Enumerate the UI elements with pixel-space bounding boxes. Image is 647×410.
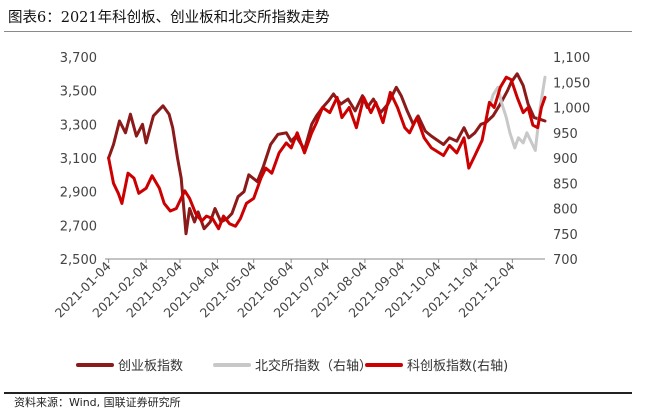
y-right-tick-label: 950 <box>553 127 578 142</box>
series-line-1 <box>107 72 547 236</box>
y-left-tick-label: 2,700 <box>60 219 97 234</box>
source-note: 资料来源：Wind, 国联证券研究所 <box>14 396 181 409</box>
y-right-tick-label: 1,050 <box>553 76 590 91</box>
y-left-tick-label: 2,500 <box>60 253 97 268</box>
legend-label-1: 创业板指数 <box>118 359 183 374</box>
title-rule <box>4 31 632 32</box>
y-right-tick-label: 850 <box>553 177 578 192</box>
y-right-tick-label: 900 <box>553 152 578 167</box>
legend-label-2: 北交所指数（右轴） <box>255 358 372 374</box>
y-left-tick-label: 3,300 <box>60 118 97 133</box>
chart-axes: 2,500 2,700 2,900 3,100 3,300 3,500 3,700 700 75… <box>52 51 590 320</box>
line-chart: 2,500 2,700 2,900 3,100 3,300 3,500 3,700 700 75… <box>52 51 590 374</box>
chart-title: 图表6：2021年科创板、创业板和北交所指数走势 <box>8 10 330 26</box>
series-line-2 <box>487 75 547 152</box>
y-left-tick-label: 3,100 <box>60 152 97 167</box>
chart-series <box>107 72 547 236</box>
y-right-tick-label: 1,100 <box>553 51 590 66</box>
series-line-3 <box>107 75 547 231</box>
footer-rule <box>4 392 632 394</box>
chart-legend: 创业板指数 北交所指数（右轴） 科创板指数(右轴) <box>76 358 508 374</box>
y-right-tick-label: 800 <box>553 203 578 218</box>
y-left-tick-label: 3,500 <box>60 85 97 100</box>
legend-label-3: 科创板指数(右轴) <box>407 359 508 374</box>
y-left-tick-label: 2,900 <box>60 186 97 201</box>
y-right-tick-label: 700 <box>553 253 578 268</box>
y-right-tick-label: 750 <box>553 228 578 243</box>
y-right-tick-label: 1,000 <box>553 102 590 117</box>
y-left-tick-label: 3,700 <box>60 51 97 66</box>
